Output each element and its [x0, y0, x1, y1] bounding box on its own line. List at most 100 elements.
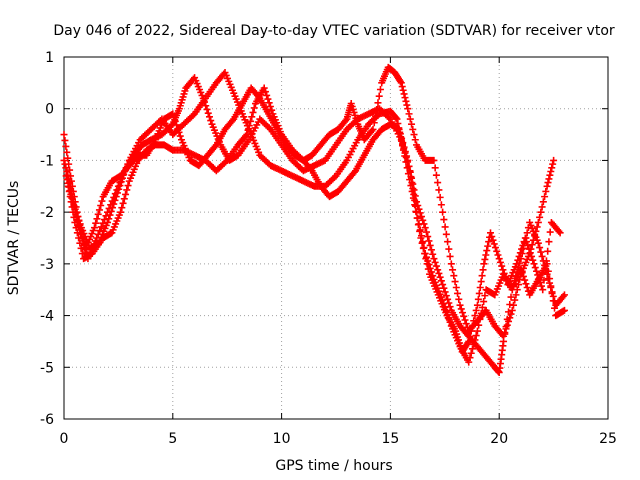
data-point-marker [473, 327, 481, 335]
data-point-marker [444, 238, 452, 246]
data-point-marker [396, 130, 404, 138]
data-point-marker [307, 165, 315, 173]
data-point-marker [447, 260, 455, 268]
data-point-marker [61, 136, 69, 144]
data-point-marker [401, 94, 409, 102]
data-point-marker [538, 252, 546, 260]
data-point-marker [71, 208, 79, 216]
data-point-marker [171, 117, 179, 125]
data-point-marker [66, 179, 74, 187]
data-point-marker [485, 238, 493, 246]
data-point-marker [248, 113, 256, 121]
data-point-marker [454, 289, 462, 297]
data-point-marker [449, 266, 457, 274]
series-track-3 [64, 84, 568, 376]
data-point-marker [73, 218, 81, 226]
data-point-marker [393, 115, 401, 123]
data-point-marker [506, 314, 514, 322]
data-point-marker [511, 296, 519, 304]
data-point-marker [436, 193, 444, 201]
data-point-marker [203, 105, 211, 113]
data-point-marker [432, 171, 440, 179]
data-point-marker [68, 193, 76, 201]
data-point-marker [550, 156, 558, 164]
data-point-marker [421, 224, 429, 232]
data-point-marker [111, 196, 119, 204]
data-point-marker [467, 349, 475, 357]
data-point-marker [411, 136, 419, 144]
data-point-marker [521, 239, 529, 247]
data-point-marker [174, 125, 182, 133]
data-point-marker [541, 193, 549, 201]
data-point-marker [116, 182, 124, 190]
data-point-marker [61, 160, 69, 168]
data-point-marker [507, 293, 515, 301]
data-point-marker [539, 286, 547, 294]
plot-frame [63, 56, 609, 420]
data-point-marker [434, 179, 442, 187]
data-point-marker [404, 156, 412, 164]
series-track-4 [60, 63, 558, 340]
data-point-marker [439, 281, 447, 289]
data-point-marker [97, 223, 105, 231]
data-point-marker [429, 272, 437, 280]
y-tick-label: -2 [40, 205, 54, 221]
data-point-marker [476, 283, 484, 291]
data-point-marker [118, 204, 126, 212]
x-tick-labels: 0 5 10 15 20 25 [60, 431, 617, 447]
data-point-marker [543, 182, 551, 190]
data-point-marker [509, 301, 517, 309]
data-point-marker [474, 295, 482, 303]
data-point-marker [534, 239, 542, 247]
data-point-marker [517, 255, 525, 263]
data-point-marker [437, 277, 445, 285]
y-tick-label: -5 [40, 360, 54, 376]
data-point-marker [368, 127, 376, 135]
data-point-marker [488, 233, 496, 241]
data-point-marker [431, 164, 439, 172]
data-point-marker [427, 246, 435, 254]
data-point-marker [113, 189, 121, 197]
data-point-marker [123, 186, 131, 194]
data-point-marker [78, 233, 86, 241]
data-point-marker [417, 232, 425, 240]
data-point-marker [446, 252, 454, 260]
data-point-marker [408, 174, 416, 182]
data-point-marker [67, 182, 75, 190]
data-point-marker [536, 213, 544, 221]
data-point-marker [76, 226, 84, 234]
data-point-marker [514, 281, 522, 289]
x-tick-label: 15 [381, 431, 399, 447]
data-point-marker [444, 311, 452, 319]
data-point-marker [410, 186, 418, 194]
data-point-marker [435, 186, 443, 194]
data-point-marker [555, 227, 563, 235]
data-point-marker [245, 122, 253, 130]
y-tick-labels: 1 0 -1 -2 -3 -4 -5 -6 [40, 50, 54, 428]
data-point-marker [120, 195, 128, 203]
data-point-marker [95, 206, 103, 214]
y-tick-label: -1 [40, 153, 54, 169]
data-point-marker [263, 91, 271, 99]
data-point-marker [426, 241, 434, 249]
data-point-marker [542, 266, 550, 274]
data-point-marker [518, 250, 526, 258]
data-point-marker [512, 272, 520, 280]
series-track-2 [62, 74, 568, 366]
data-point-marker [501, 329, 509, 337]
data-point-marker [457, 305, 465, 313]
data-point-marker [432, 262, 440, 270]
data-point-marker [538, 203, 546, 211]
data-point-marker [445, 245, 453, 253]
data-point-marker [175, 128, 183, 136]
data-point-marker [472, 332, 480, 340]
data-point-marker [63, 148, 71, 156]
data-point-marker [243, 131, 251, 139]
data-point-marker [170, 114, 178, 122]
data-point-marker [265, 99, 273, 107]
data-point-marker [548, 288, 556, 296]
data-point-marker [539, 257, 547, 265]
data-point-marker [64, 154, 72, 162]
data-point-marker [533, 267, 541, 275]
data-point-marker [119, 199, 127, 207]
